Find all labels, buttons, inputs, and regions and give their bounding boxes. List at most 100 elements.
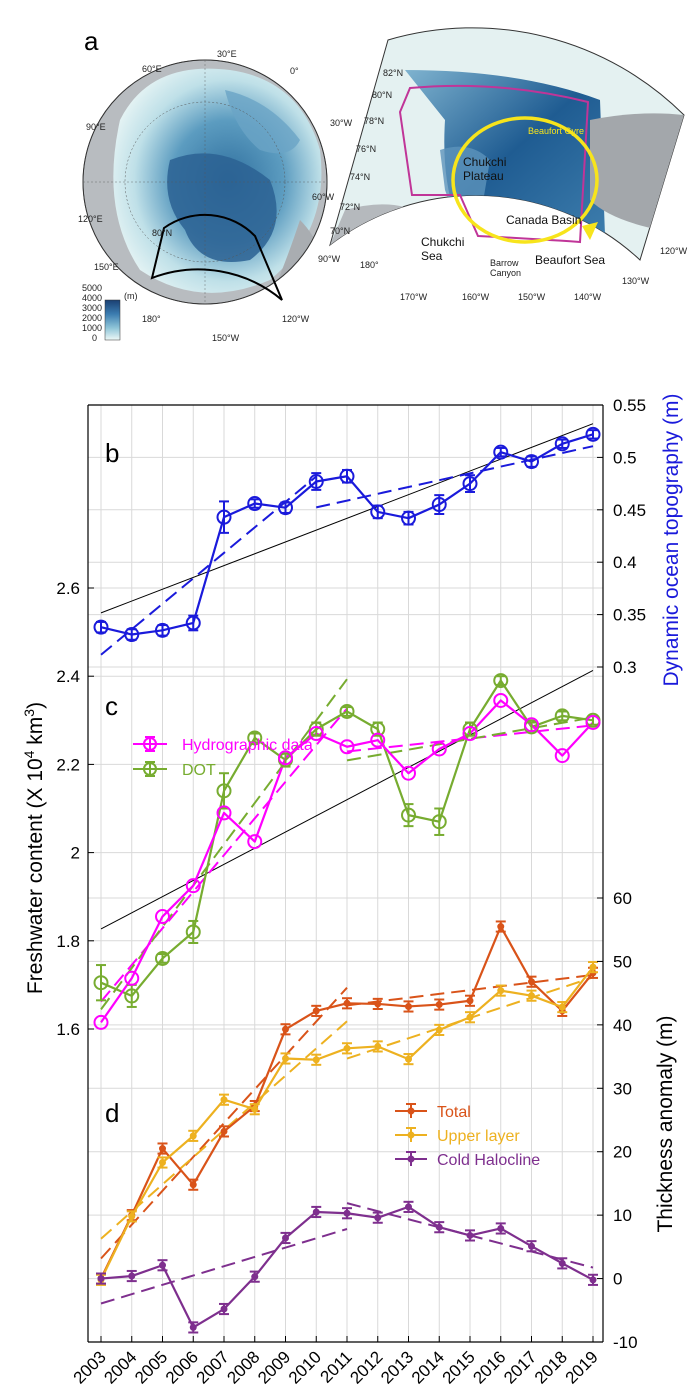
- panel-c-hydrographic-point: [124, 970, 140, 986]
- panel-c-hydrographic-point: [462, 726, 478, 742]
- panel-d-cold-halocline-point: [282, 1234, 289, 1242]
- panel-d-cold-halocline-point: [589, 1276, 597, 1284]
- panel-b-point: [124, 627, 140, 643]
- x-tick-label: 2014: [408, 1347, 448, 1387]
- lat-label-80n: 80°N: [372, 90, 392, 100]
- panel-b-ytick-label: 0.4: [613, 553, 637, 572]
- panel-d-ytick-label: 60: [613, 889, 632, 908]
- x-tick-label: 2006: [162, 1347, 202, 1387]
- panel-d-trend-early-cold-halocline: [100, 1228, 348, 1305]
- panel-d-total-point: [312, 1007, 320, 1015]
- polar-label-0: 0°: [290, 66, 299, 76]
- chukchi-sea-label-2: Sea: [421, 249, 443, 263]
- polar-label-90e: 90°E: [86, 122, 106, 132]
- panel-d-total-point: [374, 1000, 382, 1008]
- panel-d-cold-halocline-point: [97, 1275, 105, 1283]
- barrow-canyon-label-2: Canyon: [490, 268, 521, 278]
- panel-d-cold-halocline-point: [220, 1305, 228, 1313]
- polar-label-30e: 30°E: [217, 49, 237, 59]
- colorbar-unit: (m): [124, 291, 138, 301]
- panel-d-ytick-label: 0: [613, 1270, 622, 1289]
- depth-colorbar: 5000 4000 3000 2000 1000 0 (m): [82, 283, 138, 343]
- panel-c-hydrographic-point: [216, 805, 232, 821]
- svg-text:0: 0: [92, 333, 97, 343]
- panel-c-freshwater-chart: [93, 669, 601, 1030]
- panel-b-ytick-label: 0.35: [613, 606, 646, 625]
- panel-c-letter: c: [105, 691, 118, 721]
- panel-c-ytick-label: 1.8: [56, 932, 80, 951]
- panel-c-dot-point: [493, 673, 509, 689]
- panel-b-errorbar: [495, 446, 506, 458]
- polar-label-60w: 60°W: [312, 192, 335, 202]
- panel-b-errorbar: [588, 429, 598, 440]
- panel-b-letter: b: [105, 438, 119, 468]
- panel-d-cold-halocline-point: [558, 1259, 566, 1267]
- panel-d-ylabel: Thickness anomaly (m): [654, 1015, 677, 1232]
- panel-b-point: [370, 504, 386, 520]
- panel-b-errorbar: [249, 498, 260, 509]
- panel-b-point: [339, 468, 355, 484]
- panel-b-errorbar: [557, 438, 568, 449]
- panel-c-hydrographic-point: [524, 717, 539, 733]
- legend-dot: DOT: [133, 761, 216, 779]
- panel-b-errorbar: [219, 500, 229, 534]
- panel-d-cold-halocline-point: [374, 1214, 382, 1222]
- canada-basin-label: Canada Basin: [506, 213, 581, 227]
- panel-d-cold-halocline-point: [128, 1272, 136, 1280]
- lat-label-74n: 74°N: [350, 172, 370, 182]
- panel-d-cold-halocline-point: [251, 1273, 259, 1281]
- panel-d-cold-halocline-point: [405, 1203, 412, 1211]
- panel-c-dot-errorbar: [96, 964, 106, 1002]
- svg-text:3000: 3000: [82, 303, 102, 313]
- panel-d-cold-halocline-point: [497, 1224, 505, 1232]
- regional-map: Beaufort Gyre Chukchi Plateau Canada Bas…: [329, 27, 688, 302]
- polar-label-180: 180°: [142, 314, 161, 324]
- panel-d-trend-early-upper-layer: [100, 1020, 348, 1240]
- panel-b-ylabel: Dynamic ocean topography (m): [660, 394, 683, 687]
- panel-c-dot-point: [124, 988, 140, 1004]
- x-tick-label: 2009: [254, 1347, 294, 1387]
- panel-c-dot-point: [93, 975, 109, 991]
- x-tick-label: 2004: [100, 1347, 140, 1387]
- panel-c-hydrographic-point: [339, 739, 355, 755]
- polar-label-30w: 30°W: [330, 118, 353, 128]
- panel-b-ytick-label: 0.5: [613, 448, 637, 467]
- panel-d-cold-halocline-point: [435, 1223, 443, 1231]
- panel-d-total-point: [220, 1127, 228, 1135]
- panel-d-upper-layer-point: [159, 1158, 166, 1166]
- region-outline: [150, 213, 283, 301]
- panel-d-upper-layer-point: [189, 1132, 197, 1140]
- panel-d-cold-halocline-point: [343, 1209, 351, 1217]
- lon-label-170w: 170°W: [400, 292, 428, 302]
- panel-d-total-point: [405, 1002, 412, 1010]
- panel-d-total-point: [497, 923, 505, 931]
- panel-a-letter: a: [84, 26, 99, 56]
- panel-c-hydrographic-point: [401, 765, 416, 781]
- panel-c-hydrographic-point: [554, 748, 570, 764]
- panel-d-upper-layer-point: [558, 1003, 566, 1011]
- panel-c-dot-point: [339, 703, 355, 719]
- panel-c-dot-point: [155, 950, 170, 966]
- legend-hydrographic-label: Hydrographic data: [182, 737, 313, 754]
- panel-b-ytick-label: 0.45: [613, 501, 646, 520]
- panel-c-ylabel: Freshwater content (X 104 km3): [21, 702, 47, 994]
- panel-c-hydrographic-point: [431, 741, 447, 757]
- panel-d-upper-layer-point: [220, 1096, 228, 1104]
- panel-c-dot-point: [554, 708, 570, 724]
- x-tick-label: 2003: [70, 1347, 110, 1387]
- panel-d-cold-halocline-point: [466, 1231, 474, 1239]
- panel-d-legend: Total Upper layer Cold Halocline: [395, 1103, 540, 1169]
- panel-c-ytick-label: 2.4: [56, 667, 80, 686]
- polar-label-90w: 90°W: [318, 254, 341, 264]
- panel-b-point: [278, 500, 293, 516]
- panel-d-trend-early-total: [100, 987, 348, 1260]
- panel-c-hydrographic-point: [93, 1014, 109, 1030]
- panel-d-upper-layer-point: [282, 1054, 289, 1062]
- beaufort-gyre-arrow: [451, 116, 599, 244]
- barrow-canyon-label-1: Barrow: [490, 258, 519, 268]
- polar-label-150e: 150°E: [94, 262, 119, 272]
- x-tick-label: 2017: [500, 1347, 540, 1387]
- panel-d-ytick-label: 30: [613, 1079, 632, 1098]
- panel-d-upper-layer-point: [343, 1044, 351, 1052]
